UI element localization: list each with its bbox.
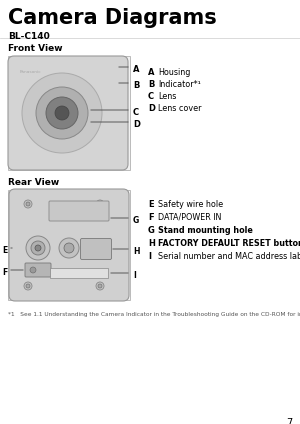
Circle shape: [55, 106, 69, 120]
Text: Housing: Housing: [158, 68, 190, 77]
Text: B: B: [133, 81, 140, 90]
Text: 7: 7: [286, 418, 292, 424]
Circle shape: [36, 87, 88, 139]
Text: D: D: [148, 104, 155, 113]
Text: A: A: [133, 65, 140, 74]
Text: Serial number and MAC address label: Serial number and MAC address label: [158, 252, 300, 261]
Text: I: I: [148, 252, 151, 261]
FancyBboxPatch shape: [49, 201, 109, 221]
Circle shape: [59, 238, 79, 258]
Text: F: F: [2, 268, 7, 277]
Circle shape: [64, 243, 74, 253]
Text: Panasonic: Panasonic: [20, 70, 42, 74]
Text: BL-C140: BL-C140: [8, 32, 50, 41]
Circle shape: [26, 202, 30, 206]
Text: H: H: [148, 239, 155, 248]
Text: E: E: [148, 200, 154, 209]
Text: E: E: [2, 246, 7, 255]
Circle shape: [98, 202, 102, 206]
Text: A: A: [148, 68, 154, 77]
Circle shape: [22, 73, 102, 153]
Text: DATA/POWER IN: DATA/POWER IN: [158, 213, 221, 222]
FancyBboxPatch shape: [25, 263, 51, 277]
Text: Safety wire hole: Safety wire hole: [158, 200, 223, 209]
Text: Indicator*¹: Indicator*¹: [158, 80, 201, 89]
Circle shape: [96, 200, 104, 208]
FancyBboxPatch shape: [9, 189, 129, 301]
FancyBboxPatch shape: [80, 238, 112, 259]
Text: C: C: [133, 108, 139, 117]
Text: G: G: [148, 226, 155, 235]
FancyBboxPatch shape: [8, 56, 128, 170]
Text: Rear View: Rear View: [8, 178, 59, 187]
FancyBboxPatch shape: [8, 190, 130, 300]
Text: *1   See 1.1 Understanding the Camera Indicator in the Troubleshooting Guide on : *1 See 1.1 Understanding the Camera Indi…: [8, 312, 300, 317]
Circle shape: [30, 267, 36, 273]
Circle shape: [24, 200, 32, 208]
Circle shape: [26, 284, 30, 288]
Bar: [50, 268, 108, 278]
Text: Front View: Front View: [8, 44, 63, 53]
Text: B: B: [148, 80, 154, 89]
Circle shape: [98, 284, 102, 288]
Text: H: H: [133, 247, 140, 256]
FancyBboxPatch shape: [8, 56, 130, 170]
Circle shape: [35, 245, 41, 251]
Text: G: G: [133, 216, 139, 225]
Circle shape: [96, 282, 104, 290]
Circle shape: [26, 236, 50, 260]
Circle shape: [24, 282, 32, 290]
Text: Lens: Lens: [158, 92, 176, 101]
Text: Camera Diagrams: Camera Diagrams: [8, 8, 217, 28]
Text: Stand mounting hole: Stand mounting hole: [158, 226, 253, 235]
Text: I: I: [133, 271, 136, 280]
Circle shape: [31, 241, 45, 255]
Circle shape: [46, 97, 78, 129]
Text: FACTORY DEFAULT RESET button: FACTORY DEFAULT RESET button: [158, 239, 300, 248]
Text: Lens cover: Lens cover: [158, 104, 202, 113]
Text: D: D: [133, 120, 140, 129]
Text: F: F: [148, 213, 154, 222]
Text: C: C: [148, 92, 154, 101]
